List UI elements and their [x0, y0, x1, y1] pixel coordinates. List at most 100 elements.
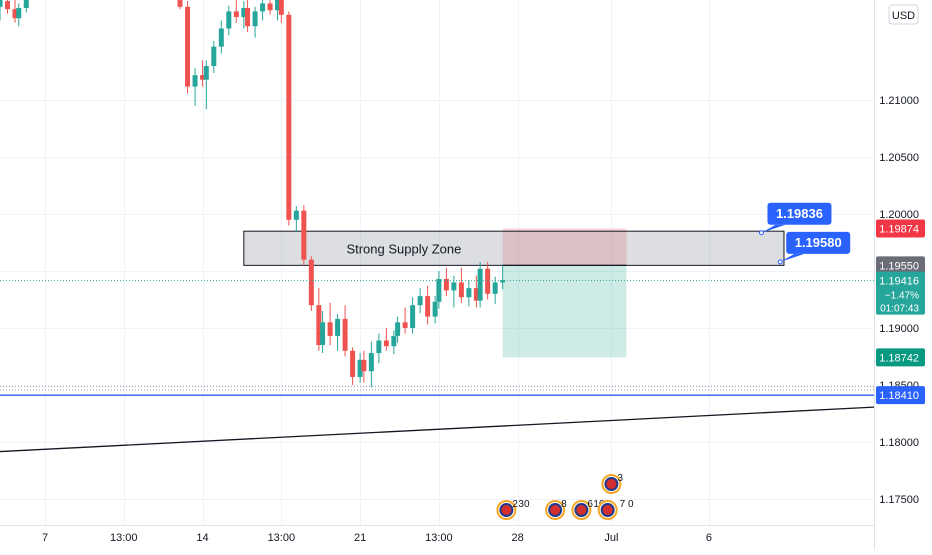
candle-body	[383, 340, 389, 347]
price-tick-label: 1.17500	[879, 494, 919, 506]
event-count: 2	[512, 499, 518, 510]
currency-button[interactable]: USD	[888, 4, 919, 25]
candle	[226, 5, 232, 36]
candle	[410, 297, 416, 334]
supply-zone-rect	[243, 230, 785, 266]
price-callout[interactable]: 1.19836	[758, 202, 832, 236]
price-axis-label-text: 1.19874	[879, 223, 919, 235]
candle	[335, 314, 341, 351]
candle	[308, 256, 314, 311]
price-callout-pointer	[761, 224, 786, 233]
candle-body	[402, 322, 408, 328]
candle-body	[293, 210, 299, 220]
candle-body	[335, 318, 341, 336]
candle	[5, 0, 11, 14]
candle	[278, 0, 284, 23]
candle-body	[5, 1, 11, 10]
last-price-label: 1.19416 −1.47% 01:07:43	[876, 271, 925, 315]
candle	[443, 267, 449, 297]
candle-body	[417, 296, 423, 306]
candle-body	[241, 7, 247, 18]
price-axis-label: 1.18410	[876, 386, 925, 405]
candle	[361, 350, 367, 383]
candle-body	[410, 305, 416, 328]
economic-event[interactable]: 2 30	[496, 499, 530, 520]
candle-body	[368, 353, 374, 372]
candle-body	[267, 3, 273, 11]
candle	[473, 275, 479, 308]
time-axis-background	[0, 525, 874, 550]
price-axis-label-text: 1.18410	[879, 390, 919, 402]
position-target-zone	[502, 265, 627, 358]
candle-body	[432, 301, 438, 317]
price-callout-box	[767, 202, 832, 225]
time-tick-label: 28	[512, 532, 524, 544]
candle-body	[391, 335, 397, 347]
flag-us-inner	[548, 503, 563, 517]
last-price-value: 1.19416	[879, 276, 919, 288]
flag-us-inner	[499, 503, 514, 517]
candle-body	[458, 282, 464, 298]
candle-body	[23, 0, 29, 8]
candle-body	[425, 296, 431, 317]
candle	[267, 0, 273, 15]
candle	[241, 1, 247, 29]
event-count: 6	[587, 499, 593, 510]
candle-body	[327, 322, 333, 336]
candle-body	[233, 11, 239, 18]
candle-body	[218, 28, 224, 47]
candle	[425, 285, 431, 325]
price-callout-anchor	[777, 259, 783, 265]
candle	[466, 280, 472, 307]
price-tick-label: 1.20000	[879, 209, 919, 221]
candle-body	[16, 7, 22, 19]
candle-body	[185, 6, 191, 87]
candle	[0, 0, 3, 21]
candle-body	[361, 359, 367, 372]
candle	[245, 0, 251, 32]
price-axis-label-box	[876, 256, 925, 275]
candle-body	[278, 0, 284, 15]
candle-body	[316, 305, 322, 346]
candle-body	[477, 268, 483, 301]
time-tick-label: 6	[706, 532, 712, 544]
candle	[316, 288, 322, 351]
candle-body	[451, 282, 457, 291]
events: 2 30 8 6 10 7 0 3	[496, 473, 634, 520]
candle-body	[12, 9, 18, 19]
price-callout[interactable]: 1.19580	[777, 231, 851, 265]
candle	[436, 271, 442, 309]
time-tick-label: 7	[42, 532, 48, 544]
currency-button-label: USD	[892, 10, 915, 22]
candle	[395, 316, 401, 343]
economic-event[interactable]: 7 0	[597, 499, 634, 520]
time-tick-label: 14	[196, 532, 208, 544]
candle	[357, 353, 363, 383]
price-tick-label: 1.19000	[879, 323, 919, 335]
price-axis-label-text: 1.19550	[879, 260, 919, 272]
candle-body	[286, 14, 292, 220]
candle	[200, 60, 206, 87]
candle	[320, 310, 326, 354]
economic-event[interactable]: 6 10	[571, 499, 605, 520]
economic-event[interactable]: 8	[545, 499, 567, 520]
currency-button-box	[888, 4, 919, 25]
price-tick-label: 1.18000	[879, 437, 919, 449]
candle-body	[308, 259, 314, 306]
candle-body	[203, 66, 209, 80]
candle	[260, 0, 266, 21]
candle	[286, 11, 292, 226]
position-stop-zone	[502, 228, 627, 266]
candle	[350, 347, 356, 385]
candle-body	[275, 0, 281, 11]
price-tick-label: 1.21000	[879, 95, 919, 107]
trendline	[0, 406, 875, 453]
candles	[0, 0, 506, 388]
candle	[23, 0, 29, 13]
price-axis-label-text: 1.18742	[879, 352, 919, 364]
economic-event[interactable]: 3	[601, 473, 623, 494]
grid	[0, 0, 874, 525]
candle-body	[500, 280, 506, 283]
